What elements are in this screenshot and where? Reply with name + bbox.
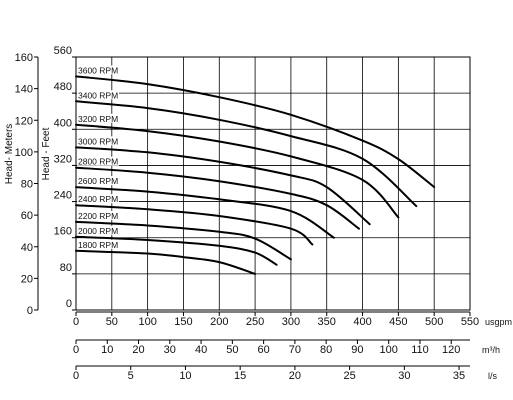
curve-label-1800-rpm: 1800 RPM — [78, 240, 118, 250]
flow-tick-label: 200 — [210, 316, 228, 328]
performance-curves — [75, 75, 436, 275]
curve-label-bg — [77, 90, 119, 100]
flow-tick-label: 120 — [442, 344, 460, 356]
curve-2200-rpm — [75, 220, 292, 261]
curve-label-2600-rpm: 2600 RPM — [78, 176, 118, 186]
y-axis-title-feet: Head - Feet — [41, 127, 52, 180]
flow-tick-label: 350 — [318, 316, 336, 328]
meter-tick-label: 140 — [15, 84, 33, 96]
head-meters-axis: 0 20 40 60 80 100 120 140 160 — [15, 52, 39, 317]
flow-tick-label: 250 — [246, 316, 264, 328]
meter-tick-label: 80 — [21, 179, 33, 191]
curve-label-2400-rpm: 2400 RPM — [78, 194, 118, 204]
curve-3400-rpm — [75, 100, 418, 208]
flow-tick-label: 500 — [425, 316, 443, 328]
flow-tick-label: 35 — [453, 370, 465, 382]
flow-tick-label: 10 — [179, 370, 191, 382]
flow-tick-label: 10 — [101, 344, 113, 356]
flow-unit-label: l/s — [488, 371, 498, 381]
curve-label-3200-rpm: 3200 RPM — [78, 114, 118, 124]
flow-tick-label: 100 — [138, 316, 156, 328]
curve-labels: 3600 RPM 3400 RPM 3200 RPM 3000 RPM 2800 RPM… — [77, 65, 119, 250]
meter-tick-label: 20 — [21, 273, 33, 285]
flow-tick-label: 30 — [398, 370, 410, 382]
flow-tick-label: 80 — [320, 344, 332, 356]
meter-tick-label: 120 — [15, 115, 33, 127]
plot-frame — [75, 56, 471, 311]
flow-unit-label: m³/h — [482, 345, 500, 355]
flow-tick-label: 100 — [380, 344, 398, 356]
curve-2600-rpm — [75, 186, 335, 239]
curve-2800-rpm — [75, 166, 360, 230]
feet-tick-label: 80 — [60, 262, 72, 274]
curve-label-bg — [77, 113, 119, 123]
flow-tick-label: 50 — [226, 344, 238, 356]
meter-tick-label: 100 — [15, 147, 33, 159]
flow-tick-label: 90 — [351, 344, 363, 356]
feet-tick-label: 560 — [54, 45, 72, 57]
curve-2400-rpm — [75, 204, 314, 246]
curve-label-2200-rpm: 2200 RPM — [78, 211, 118, 221]
curve-label-bg — [77, 136, 119, 146]
curve-label-bg — [77, 239, 119, 249]
curve-label-bg — [77, 194, 119, 204]
meter-tick-label: 160 — [15, 52, 33, 64]
y-axis-title-meters: Head- Meters — [4, 124, 15, 185]
curve-label-bg — [77, 176, 119, 186]
flow-tick-label: 0 — [73, 370, 79, 382]
flow-tick-label: 40 — [195, 344, 207, 356]
feet-tick-label: 160 — [54, 226, 72, 238]
curve-label-bg — [77, 65, 119, 75]
flow-tick-label: 5 — [128, 370, 134, 382]
curve-3200-rpm — [75, 123, 400, 219]
flow-tick-label: 50 — [106, 316, 118, 328]
curve-1800-rpm — [75, 249, 257, 275]
flow-tick-label: 70 — [289, 344, 301, 356]
flow-tick-label: 20 — [132, 344, 144, 356]
grid-lines — [76, 57, 470, 310]
curve-label-bg — [77, 225, 119, 235]
curve-label-3400-rpm: 3400 RPM — [78, 90, 118, 100]
meter-tick-label: 0 — [27, 305, 33, 317]
curve-label-2000-rpm: 2000 RPM — [78, 226, 118, 236]
curve-label-bg — [77, 210, 119, 220]
feet-tick-label: 0 — [66, 298, 72, 310]
curve-3000-rpm — [75, 146, 371, 226]
flow-tick-label: 300 — [282, 316, 300, 328]
flow-tick-label: 450 — [389, 316, 407, 328]
curve-label-2800-rpm: 2800 RPM — [78, 157, 118, 167]
flow-tick-label: 400 — [353, 316, 371, 328]
flow-tick-label: 30 — [164, 344, 176, 356]
feet-tick-label: 480 — [54, 81, 72, 93]
meter-tick-label: 40 — [21, 242, 33, 254]
curve-label-3000-rpm: 3000 RPM — [78, 136, 118, 146]
flow-tick-label: 0 — [73, 344, 79, 356]
flow-tick-label: 15 — [234, 370, 246, 382]
flow-tick-label: 20 — [289, 370, 301, 382]
curve-3600-rpm — [75, 75, 436, 189]
flow-tick-label: 60 — [257, 344, 269, 356]
feet-tick-label: 240 — [54, 190, 72, 202]
meter-tick-label: 60 — [21, 210, 33, 222]
feet-tick-label: 400 — [54, 117, 72, 129]
feet-tick-label: 320 — [54, 153, 72, 165]
curve-label-bg — [77, 156, 119, 166]
flow-tick-label: 25 — [343, 370, 355, 382]
flow-tick-label: 0 — [73, 316, 79, 328]
flow-tick-label: 110 — [411, 344, 429, 356]
flow-tick-label: 550 — [461, 316, 479, 328]
flow-unit-label: usgpm — [485, 317, 512, 327]
flow-tick-label: 150 — [174, 316, 192, 328]
head-feet-axis: 0 80 160 240 320 400 480 560 — [54, 45, 76, 311]
curve-label-3600-rpm: 3600 RPM — [78, 65, 118, 75]
curve-2000-rpm — [75, 235, 278, 266]
